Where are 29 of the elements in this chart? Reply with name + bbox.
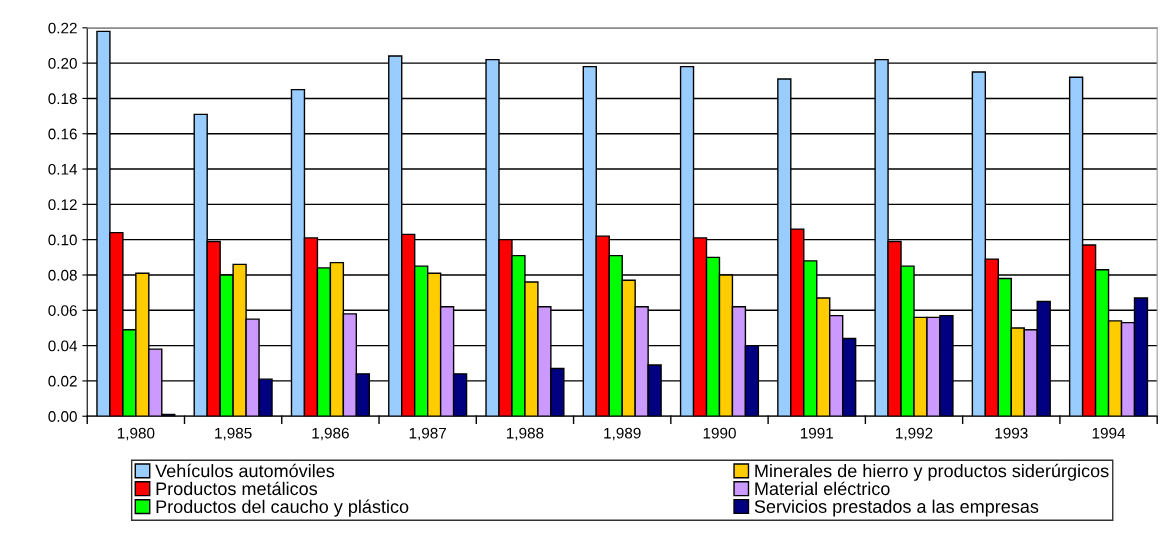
x-tick-label: 1,989 (604, 427, 641, 441)
y-tick-label: 0.06 (48, 305, 77, 316)
y-tick-label: 0.00 (48, 411, 77, 422)
x-tick-label: 1994 (1092, 427, 1126, 439)
legend-label: Vehículos automóviles (155, 463, 335, 478)
x-tick-label: 1,987 (409, 427, 447, 441)
x-tick-label: 1990 (703, 427, 736, 439)
x-tick-label: 1,985 (215, 427, 252, 441)
y-tick-label: 0.22 (48, 22, 77, 34)
x-tick-label: 1,986 (312, 427, 349, 441)
y-tick-label: 0.18 (48, 93, 77, 105)
x-tick-label: 1993 (995, 427, 1028, 439)
legend-label: Productos metálicos (156, 481, 318, 496)
y-tick-label: 0.14 (48, 163, 78, 175)
y-tick-label: 0.10 (48, 234, 77, 246)
x-tick-label: 1991 (800, 427, 833, 439)
x-tick-label: 1,992 (896, 427, 933, 441)
y-tick-label: 0.02 (48, 375, 77, 387)
x-tick-label: 1,980 (117, 427, 155, 441)
x-tick-label: 1,988 (506, 427, 544, 441)
y-tick-label: 0.12 (48, 199, 77, 211)
y-tick-label: 0.04 (48, 340, 78, 352)
legend-label: Material eléctrico (755, 481, 890, 496)
legend-label: Servicios prestados a las empresas (754, 499, 1039, 517)
legend-label: Productos del caucho y plástico (156, 499, 409, 517)
legend-label: Minerales de hierro y productos siderúrgicos (755, 463, 1109, 481)
y-tick-label: 0.08 (48, 269, 77, 281)
y-tick-label: 0.16 (48, 128, 77, 140)
y-tick-label: 0.20 (48, 58, 77, 69)
